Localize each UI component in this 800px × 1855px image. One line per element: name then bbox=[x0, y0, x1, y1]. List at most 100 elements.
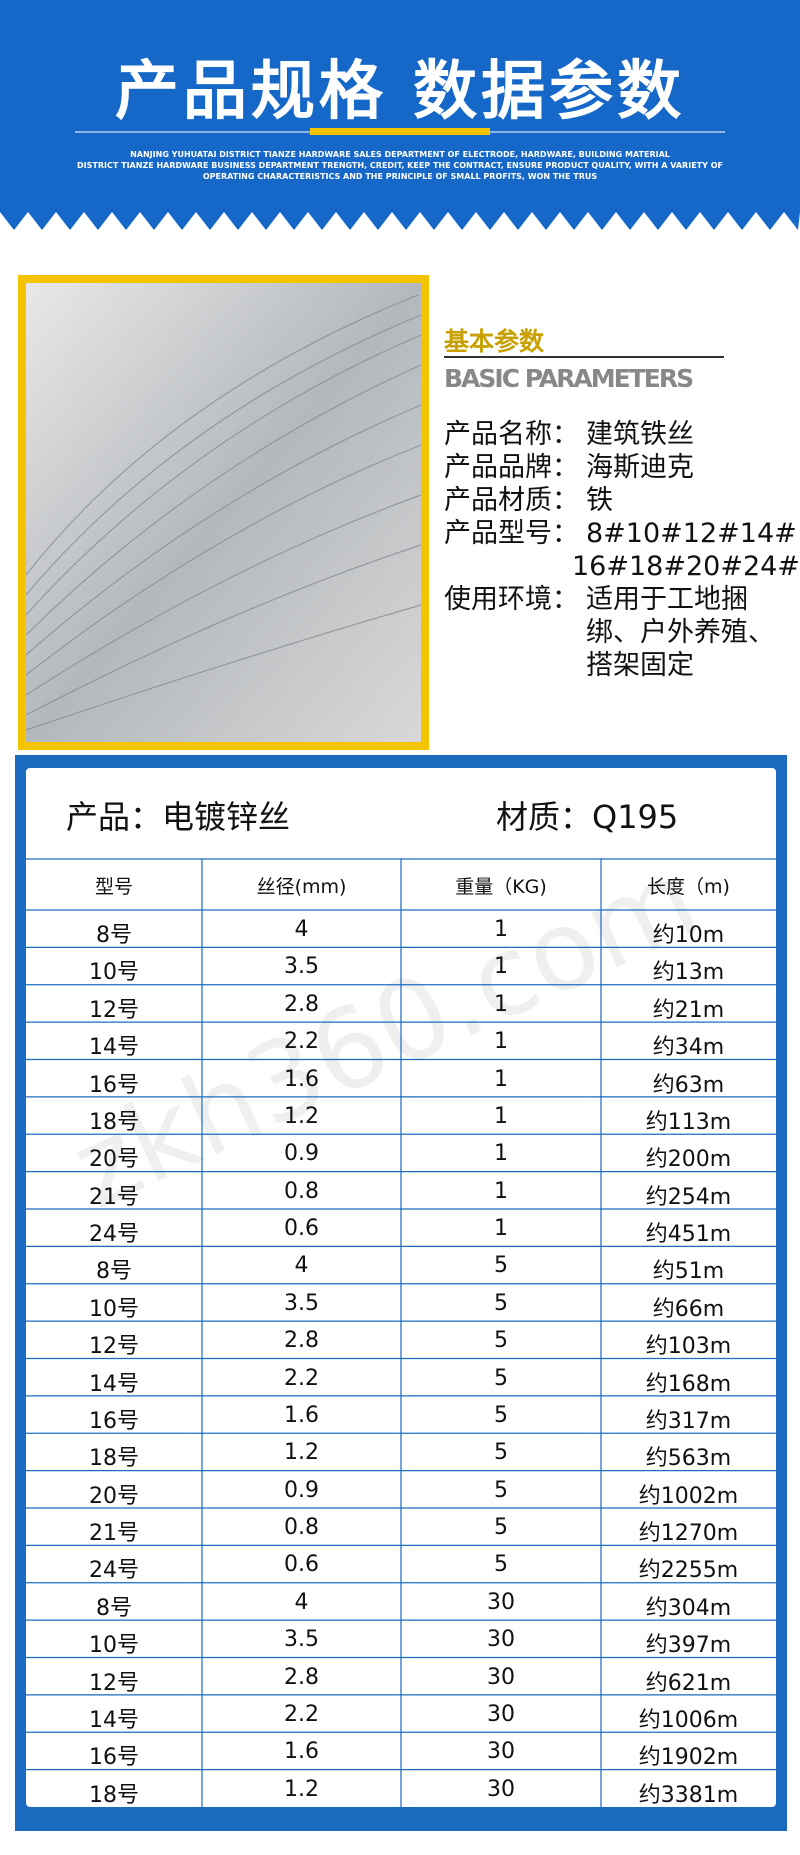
table-cell: 约317m bbox=[645, 1408, 732, 1434]
table-cell: 1.6 bbox=[284, 1739, 319, 1765]
table-cell: 10号 bbox=[89, 960, 139, 986]
table-product: 产品：电镀锌丝 bbox=[66, 798, 291, 836]
table-cell: 18号 bbox=[89, 1782, 139, 1808]
table-cell: 约13m bbox=[652, 960, 725, 986]
table-cell: 0.6 bbox=[284, 1552, 319, 1578]
table-cell: 16号 bbox=[89, 1408, 139, 1434]
table-cell: 14号 bbox=[89, 1707, 139, 1733]
column-header: 长度（m) bbox=[647, 876, 730, 898]
table-cell: 2.2 bbox=[284, 1701, 319, 1727]
subtitle: NANJING YUHUATAI DISTRICT TIANZE HARDWAR… bbox=[130, 150, 670, 159]
param-value: 建筑铁丝 bbox=[586, 419, 694, 450]
table-cell: 5 bbox=[494, 1402, 508, 1428]
table-cell: 0.8 bbox=[284, 1515, 319, 1540]
table-cell: 30 bbox=[487, 1627, 515, 1653]
param-label: 产品品牌： bbox=[444, 452, 579, 483]
table-cell: 0.8 bbox=[284, 1178, 319, 1204]
table-cell: 1 bbox=[494, 954, 508, 980]
table-cell: 5 bbox=[494, 1290, 508, 1316]
table-cell: 8号 bbox=[96, 1259, 132, 1285]
table-cell: 约397m bbox=[645, 1633, 732, 1659]
table-cell: 14号 bbox=[89, 1035, 139, 1061]
table-cell: 8号 bbox=[96, 1595, 132, 1621]
table-cell: 8号 bbox=[96, 923, 132, 948]
divider bbox=[444, 356, 724, 358]
params-heading: 基本参数 bbox=[444, 327, 545, 356]
table-cell: 0.6 bbox=[284, 1216, 319, 1241]
table-cell: 约113m bbox=[645, 1109, 732, 1135]
params-heading-en: BASIC PARAMETERS bbox=[444, 364, 694, 393]
table-cell: 5 bbox=[494, 1365, 508, 1391]
table-cell: 1.2 bbox=[284, 1776, 319, 1802]
table-cell: 21号 bbox=[89, 1184, 139, 1210]
product-image bbox=[18, 275, 429, 750]
table-cell: 30 bbox=[487, 1776, 515, 1802]
table-cell: 约51m bbox=[652, 1259, 725, 1285]
table-cell: 5 bbox=[494, 1253, 508, 1279]
table-cell: 约3381m bbox=[638, 1782, 739, 1808]
table-cell: 1 bbox=[494, 1178, 508, 1204]
table-cell: 约304m bbox=[645, 1595, 732, 1621]
table-cell: 5 bbox=[494, 1552, 508, 1578]
table-cell: 约10m bbox=[652, 923, 725, 948]
table-cell: 2.8 bbox=[284, 1664, 319, 1690]
table-cell: 5 bbox=[494, 1440, 508, 1466]
table-cell: 0.9 bbox=[284, 1477, 319, 1503]
table-cell: 1 bbox=[494, 1103, 508, 1129]
table-cell: 10号 bbox=[89, 1296, 139, 1322]
table-cell: 30 bbox=[487, 1589, 515, 1615]
table-cell: 3.5 bbox=[284, 1290, 319, 1316]
table-cell: 约563m bbox=[645, 1446, 732, 1472]
table-cell: 约200m bbox=[645, 1147, 732, 1173]
param-value: 搭架固定 bbox=[586, 650, 694, 681]
table-cell: 约2255m bbox=[638, 1558, 739, 1584]
table-cell: 4 bbox=[294, 1253, 309, 1279]
table-cell: 1 bbox=[494, 917, 508, 942]
table-material: 材质：Q195 bbox=[496, 798, 679, 836]
table-cell: 约63m bbox=[652, 1072, 725, 1098]
table-cell: 2.8 bbox=[284, 1328, 319, 1354]
table-cell: 约1902m bbox=[638, 1745, 739, 1771]
table-cell: 约168m bbox=[645, 1371, 732, 1397]
table-cell: 2.8 bbox=[284, 991, 319, 1017]
table-cell: 24号 bbox=[89, 1558, 139, 1584]
table-cell: 5 bbox=[494, 1477, 508, 1503]
table-cell: 16号 bbox=[89, 1072, 139, 1098]
table-cell: 3.5 bbox=[284, 954, 319, 980]
header-banner bbox=[0, 0, 800, 230]
param-label: 产品名称： bbox=[444, 419, 579, 450]
param-value: 绑、户外养殖、 bbox=[586, 617, 775, 648]
param-value: 铁 bbox=[586, 485, 613, 516]
table-cell: 1.2 bbox=[284, 1440, 319, 1466]
param-value: 适用于工地捆 bbox=[586, 584, 748, 615]
table-cell: 12号 bbox=[89, 1334, 139, 1360]
table-cell: 约34m bbox=[652, 1035, 725, 1061]
table-grid: zkh360.com bbox=[26, 834, 776, 1807]
param-label: 使用环境： bbox=[444, 584, 579, 615]
table-cell: 约254m bbox=[645, 1184, 732, 1210]
param-value: 8#10#12#14# bbox=[586, 518, 797, 549]
table-cell: 1.6 bbox=[284, 1402, 319, 1428]
table-cell: 1 bbox=[494, 1216, 508, 1241]
table-cell: 约66m bbox=[652, 1296, 725, 1322]
table-cell: 18号 bbox=[89, 1446, 139, 1472]
table-cell: 16号 bbox=[89, 1745, 139, 1771]
table-cell: 1 bbox=[494, 1066, 508, 1092]
table-cell: 5 bbox=[494, 1515, 508, 1540]
param-label: 产品材质： bbox=[444, 485, 579, 516]
column-header: 丝径(mm) bbox=[256, 876, 347, 898]
table-cell: 4 bbox=[294, 917, 309, 942]
table-cell: 5 bbox=[494, 1328, 508, 1354]
table-cell: 约621m bbox=[645, 1670, 732, 1696]
table-cell: 12号 bbox=[89, 1670, 139, 1696]
table-cell: 约103m bbox=[645, 1334, 732, 1360]
param-value: 16#18#20#24# bbox=[572, 551, 800, 582]
table-cell: 30 bbox=[487, 1739, 515, 1765]
table-cell: 20号 bbox=[89, 1483, 139, 1509]
table-cell: 12号 bbox=[89, 997, 139, 1023]
param-value: 海斯迪克 bbox=[586, 452, 694, 483]
table-cell: 2.2 bbox=[284, 1365, 319, 1391]
table-cell: 1 bbox=[494, 1029, 508, 1055]
table-cell: 1.6 bbox=[284, 1066, 319, 1092]
